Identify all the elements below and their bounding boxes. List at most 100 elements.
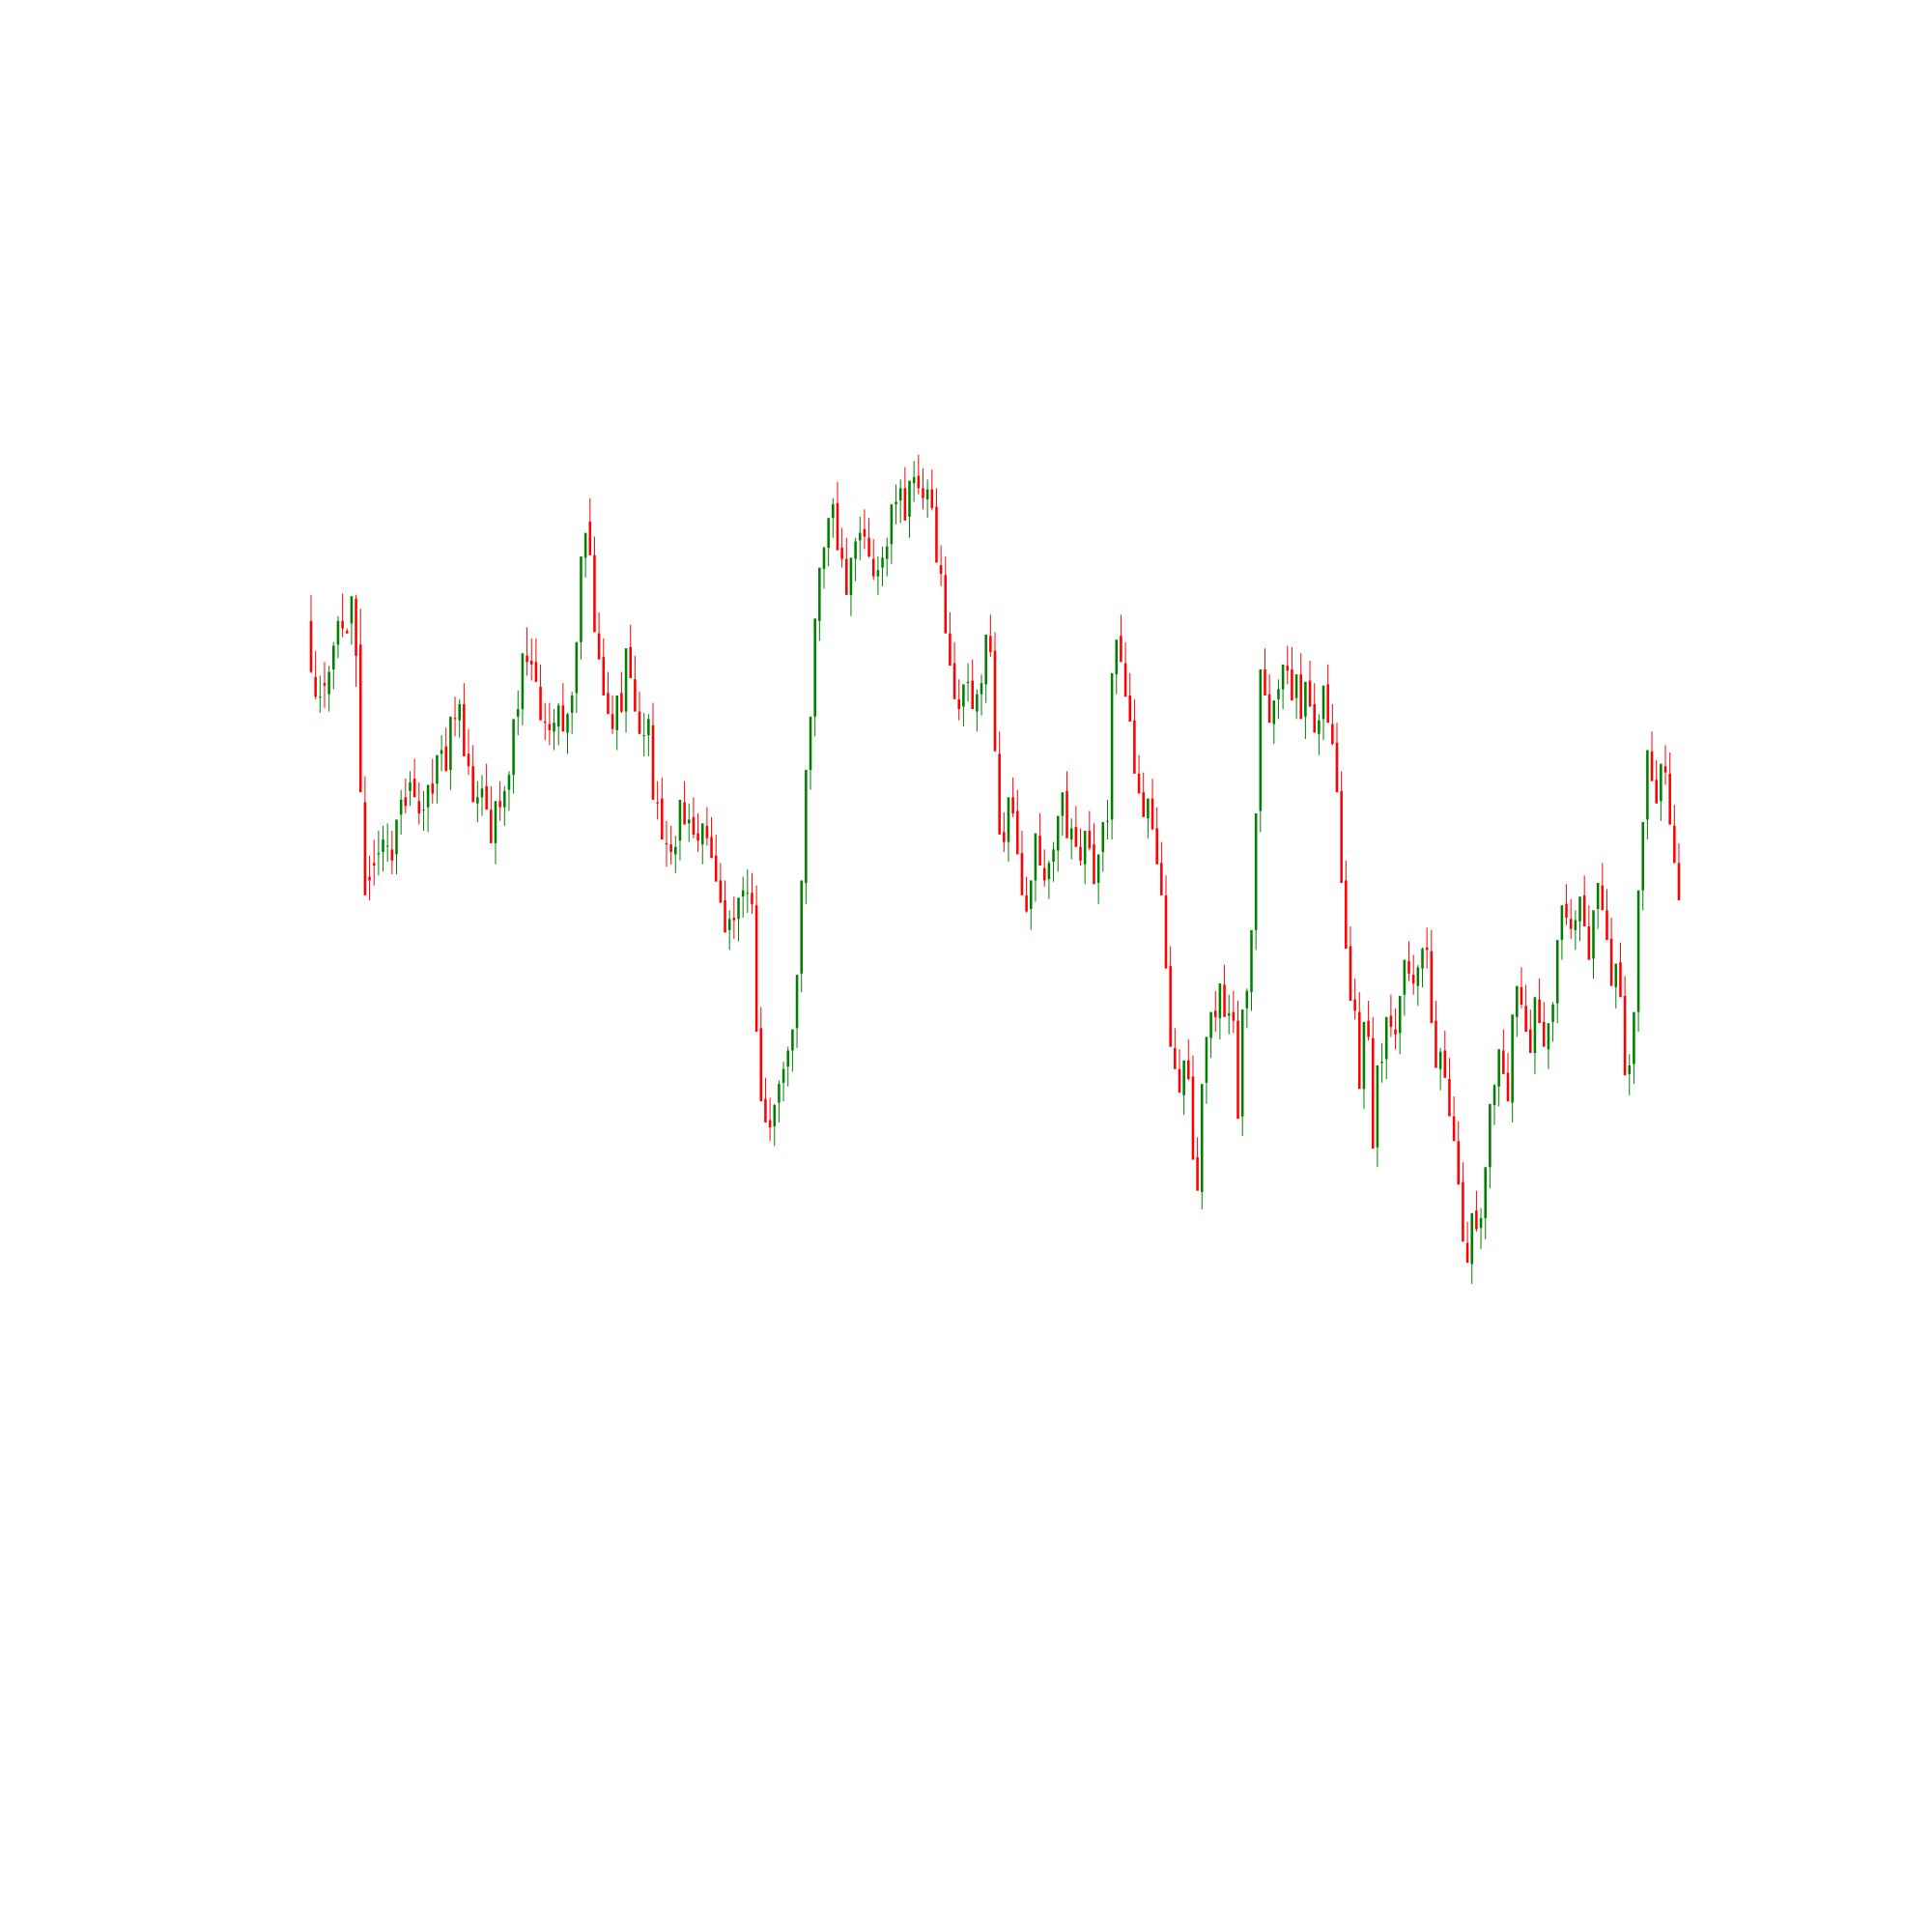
candle-body-down xyxy=(669,844,672,852)
candle-body-up xyxy=(827,518,830,549)
candle-body-down xyxy=(1425,947,1429,951)
candle-body-up xyxy=(778,1084,781,1103)
candle-body-down xyxy=(692,816,696,835)
candle-body-up xyxy=(678,799,682,841)
candle-body-up xyxy=(1497,1049,1500,1087)
candle-body-down xyxy=(345,631,349,634)
candle-body-down xyxy=(863,528,867,537)
candle-body-down xyxy=(1587,925,1591,960)
candle-body-up xyxy=(1438,1051,1442,1069)
candle-body-up xyxy=(494,801,497,843)
candle-body-up xyxy=(1205,1037,1208,1083)
candle-body-up xyxy=(1574,920,1577,930)
candle-body-down xyxy=(1025,895,1028,912)
candle-body-up xyxy=(1245,990,1249,1009)
candle-body-up xyxy=(881,557,884,568)
candle-body-up xyxy=(1362,1021,1366,1090)
candle-body-down xyxy=(1349,946,1352,1002)
candle-body-down xyxy=(1668,773,1671,825)
candle-body-down xyxy=(1371,1037,1375,1149)
candle-body-down xyxy=(358,644,362,793)
candle-body-up xyxy=(1277,689,1280,699)
candle-body-down xyxy=(871,558,875,577)
candle-body-down xyxy=(1299,674,1303,720)
candle-body-down xyxy=(1367,1020,1370,1037)
candle-body-down xyxy=(539,686,542,721)
candle-body-up xyxy=(1200,1084,1204,1192)
candle-body-down xyxy=(759,1028,763,1102)
candle-body-down xyxy=(1178,1068,1181,1094)
candle-body-up xyxy=(512,719,515,776)
candle-body-down xyxy=(355,598,357,656)
candle-body-down xyxy=(611,714,614,729)
candle-body-up xyxy=(1489,1103,1492,1168)
candle-body-down xyxy=(1465,1242,1469,1264)
candle-body-down xyxy=(1291,668,1293,701)
candle-body-down xyxy=(1191,1076,1195,1160)
candle-body-down xyxy=(341,620,344,629)
candle-body-down xyxy=(1123,663,1127,697)
candle-body-up xyxy=(476,797,479,804)
candle-body-up xyxy=(556,705,560,727)
candle-body-up xyxy=(737,897,740,920)
candle-body-up xyxy=(580,556,582,642)
candle-body-down xyxy=(1065,790,1068,838)
candle-body-down xyxy=(1232,1011,1236,1021)
candle-body-up xyxy=(805,770,808,883)
candle-body-down xyxy=(372,863,376,867)
candle-body-down xyxy=(1286,666,1290,671)
candle-body-down xyxy=(629,646,632,678)
candle-body-down xyxy=(543,721,547,724)
candle-body-down xyxy=(1326,684,1329,724)
candle-body-up xyxy=(1592,910,1595,959)
candle-body-down xyxy=(1308,680,1312,707)
candle-body-down xyxy=(1619,962,1622,998)
candle-body-down xyxy=(309,620,313,672)
candle-body-up xyxy=(795,975,799,1029)
candle-body-up xyxy=(1641,822,1645,891)
candle-body-up xyxy=(1636,890,1640,1012)
candle-body-up xyxy=(1403,959,1406,995)
candle-body-up xyxy=(832,504,835,519)
candle-body-up xyxy=(1209,1011,1212,1038)
candle-body-up xyxy=(908,480,911,517)
candle-body-down xyxy=(1151,798,1154,830)
candle-body-down xyxy=(1462,1181,1464,1242)
candle-body-up xyxy=(336,620,340,645)
candle-body-down xyxy=(634,679,637,712)
candle-body-down xyxy=(1196,1156,1199,1191)
candle-body-down xyxy=(903,488,907,521)
candle-body-down xyxy=(714,855,718,882)
candle-body-down xyxy=(1169,966,1172,1047)
candle-body-up xyxy=(615,695,619,730)
candle-body-down xyxy=(1673,825,1676,864)
candle-body-down xyxy=(656,802,659,804)
candle-body-down xyxy=(1011,797,1014,814)
candle-body-down xyxy=(1582,895,1586,926)
candle-body-up xyxy=(382,839,384,852)
candle-body-up xyxy=(436,754,439,784)
candle-body-up xyxy=(1029,880,1033,909)
candle-body-up xyxy=(1147,798,1150,819)
candle-body-up xyxy=(507,775,511,790)
candle-body-down xyxy=(754,905,758,1033)
candle-body-up xyxy=(1069,828,1073,840)
candle-body-up xyxy=(1479,1217,1483,1229)
candle-body-up xyxy=(1511,1014,1514,1103)
candle-body-up xyxy=(925,489,929,499)
candle-body-up xyxy=(319,696,322,698)
candle-body-down xyxy=(971,680,974,710)
candle-body-down xyxy=(1565,903,1568,918)
candle-body-down xyxy=(1313,703,1316,733)
candle-body-up xyxy=(1007,797,1010,842)
candle-body-down xyxy=(949,633,952,667)
candle-body-down xyxy=(607,693,610,715)
candle-body-up xyxy=(426,784,430,808)
candle-body-down xyxy=(1120,636,1122,663)
candle-body-up xyxy=(1628,1065,1632,1074)
candle-body-down xyxy=(1223,984,1226,1017)
candle-body-up xyxy=(984,635,987,685)
candle-body-down xyxy=(620,693,623,712)
candle-body-up xyxy=(1047,863,1051,880)
candle-body-down xyxy=(998,753,1001,835)
